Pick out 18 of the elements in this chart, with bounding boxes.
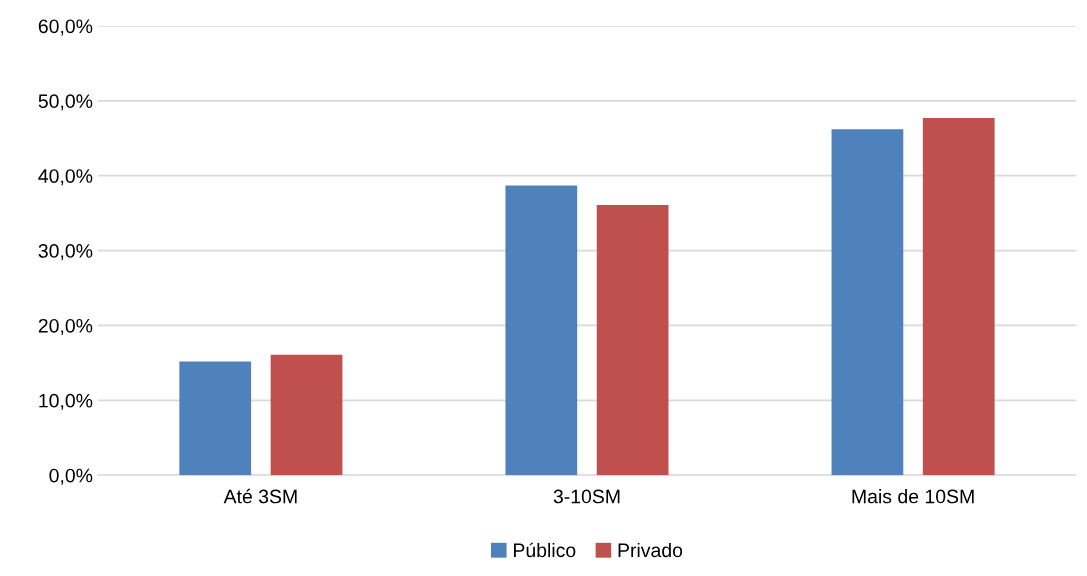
bar	[922, 118, 995, 476]
y-tick-label: 60,0%	[38, 19, 93, 36]
x-tick-label: Mais de 10SM	[852, 489, 974, 504]
x-tick-label: Até 3SM	[223, 488, 297, 504]
bar	[505, 185, 578, 476]
legend-label: Privado	[618, 542, 683, 558]
y-tick-label: 40,0%	[38, 169, 93, 186]
bar	[179, 361, 252, 476]
y-tick-label: 0,0%	[49, 468, 93, 485]
y-tick-label: 10,0%	[39, 393, 93, 410]
y-tick-label: 20,0%	[38, 318, 93, 335]
y-tick-label: 30,0%	[38, 244, 93, 261]
bar	[831, 129, 904, 476]
y-tick-label: 50,0%	[38, 94, 93, 111]
legend-label: Público	[514, 542, 576, 558]
bar	[270, 354, 343, 476]
x-tick-label: 3-10SM	[553, 489, 620, 504]
bar	[596, 204, 669, 476]
